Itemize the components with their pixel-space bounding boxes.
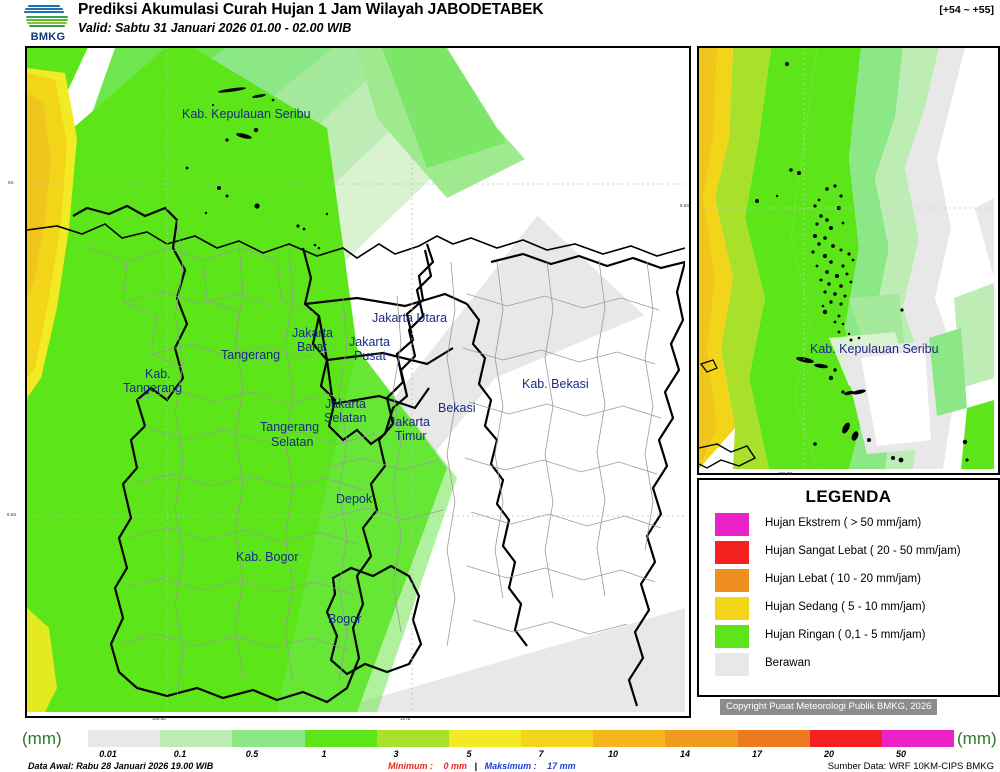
main-rainfall-map[interactable]: Kab. Kepulauan Seribu Jakarta Utara Jaka…	[25, 46, 691, 718]
forecast-hour-range: [+54 ~ +55]	[939, 4, 994, 16]
legend-row: Hujan Sangat Lebat ( 20 - 50 mm/jam)	[715, 541, 983, 566]
legend-row: Hujan Sedang ( 5 - 10 mm/jam)	[715, 597, 983, 622]
main-map-xtick: 106.5E	[152, 716, 167, 721]
minimum-label: Minimum :	[388, 761, 433, 771]
inset-kepulauan-seribu-map[interactable]: Kab. Kepulauan Seribu	[697, 46, 1000, 475]
legend-swatch-hujan-sangat-lebat	[715, 541, 749, 564]
legend-label-hujan-sangat-lebat: Hujan Sangat Lebat ( 20 - 50 mm/jam)	[765, 545, 961, 557]
legend-swatch-berawan	[715, 653, 749, 676]
legend-label-berawan: Berawan	[765, 657, 811, 669]
colorbar-tick: 0.1	[173, 749, 187, 759]
main-map-canvas	[27, 48, 685, 712]
colorbar-segment	[521, 730, 594, 747]
colorbar-tick: 14	[679, 749, 691, 759]
min-max-readout: Minimum : 0 mm | Maksimum : 17 mm	[388, 761, 576, 771]
colorbar-segment	[376, 730, 449, 747]
inset-map-canvas	[699, 48, 994, 469]
colorbar-unit-right: (mm)	[957, 729, 997, 748]
legend-title: LEGENDA	[805, 487, 892, 506]
colorbar-tick: 20	[823, 749, 835, 759]
colorbar-tick: 10	[607, 749, 619, 759]
legend-swatch-hujan-ekstrem	[715, 513, 749, 536]
copyright-banner: Copyright Pusat Meteorologi Publik BMKG,…	[720, 699, 938, 715]
colorbar-segment	[665, 730, 738, 747]
bmkg-logo-label: BMKG	[30, 31, 66, 43]
legend-row: Hujan Ringan ( 0,1 - 5 mm/jam)	[715, 625, 983, 650]
main-map-xtick: 107E	[400, 716, 411, 721]
colorbar-segment	[448, 730, 522, 747]
page-header: BMKG Prediksi Akumulasi Curah Hujan 1 Ja…	[0, 0, 1000, 44]
inset-map-xtick: 106.5E	[778, 471, 793, 476]
colorbar-tick: 0.5	[245, 749, 259, 759]
inset-map-ytick: 5.5S	[680, 203, 690, 208]
data-awal-text: Data Awal: Rabu 28 Januari 2026 19.00 WI…	[28, 761, 214, 771]
colorbar-tick: 7	[538, 749, 544, 759]
legend-label-hujan-ringan: Hujan Ringan ( 0,1 - 5 mm/jam)	[765, 629, 926, 641]
legend-swatch-hujan-lebat	[715, 569, 749, 592]
legend-label-hujan-sedang: Hujan Sedang ( 5 - 10 mm/jam)	[765, 601, 926, 613]
colorbar-segment	[593, 730, 666, 747]
data-source-text: Sumber Data: WRF 10KM-CIPS BMKG	[827, 761, 994, 772]
colorbar-section: (mm) (mm) 0.01 0.1 0.5 1 3 5 7 10 14 17 …	[0, 728, 1000, 772]
legend-swatch-hujan-ringan	[715, 625, 749, 648]
colorbar-segment	[304, 730, 377, 747]
main-map-ytick: 6S	[8, 180, 14, 185]
bmkg-logo-icon: BMKG	[22, 2, 74, 44]
maksimum-label: Maksimum :	[484, 761, 537, 771]
colorbar-tick: 1	[321, 749, 327, 759]
minmax-separator: |	[474, 761, 478, 771]
legend-label-hujan-ekstrem: Hujan Ekstrem ( > 50 mm/jam)	[765, 517, 922, 529]
colorbar-tick: 0.01	[99, 749, 117, 759]
legend-row: Hujan Lebat ( 10 - 20 mm/jam)	[715, 569, 983, 594]
legend-label-hujan-lebat: Hujan Lebat ( 10 - 20 mm/jam)	[765, 573, 921, 585]
main-map-ytick: 6.5S	[7, 512, 17, 517]
colorbar-segment	[232, 730, 305, 747]
colorbar-segment	[160, 730, 233, 747]
page-title: Prediksi Akumulasi Curah Hujan 1 Jam Wil…	[78, 1, 544, 18]
colorbar-segment	[737, 730, 810, 747]
rainfall-colorbar	[88, 730, 955, 747]
validity-subtitle: Valid: Sabtu 31 Januari 2026 01.00 - 02.…	[78, 21, 352, 35]
legend-row: Hujan Ekstrem ( > 50 mm/jam)	[715, 513, 983, 538]
minimum-value: 0 mm	[443, 761, 468, 771]
legend-panel: LEGENDA Hujan Ekstrem ( > 50 mm/jam) Huj…	[697, 478, 1000, 697]
legend-swatch-hujan-sedang	[715, 597, 749, 620]
colorbar-unit-left: (mm)	[22, 729, 62, 748]
colorbar-tick: 3	[393, 749, 399, 759]
maksimum-value: 17 mm	[547, 761, 576, 771]
colorbar-segment	[809, 730, 882, 747]
colorbar-segment	[881, 730, 955, 747]
colorbar-segment	[88, 730, 161, 747]
legend-row: Berawan	[715, 653, 983, 678]
colorbar-tick: 50	[895, 749, 907, 759]
colorbar-tick: 5	[466, 749, 472, 759]
colorbar-tick: 17	[751, 749, 763, 759]
